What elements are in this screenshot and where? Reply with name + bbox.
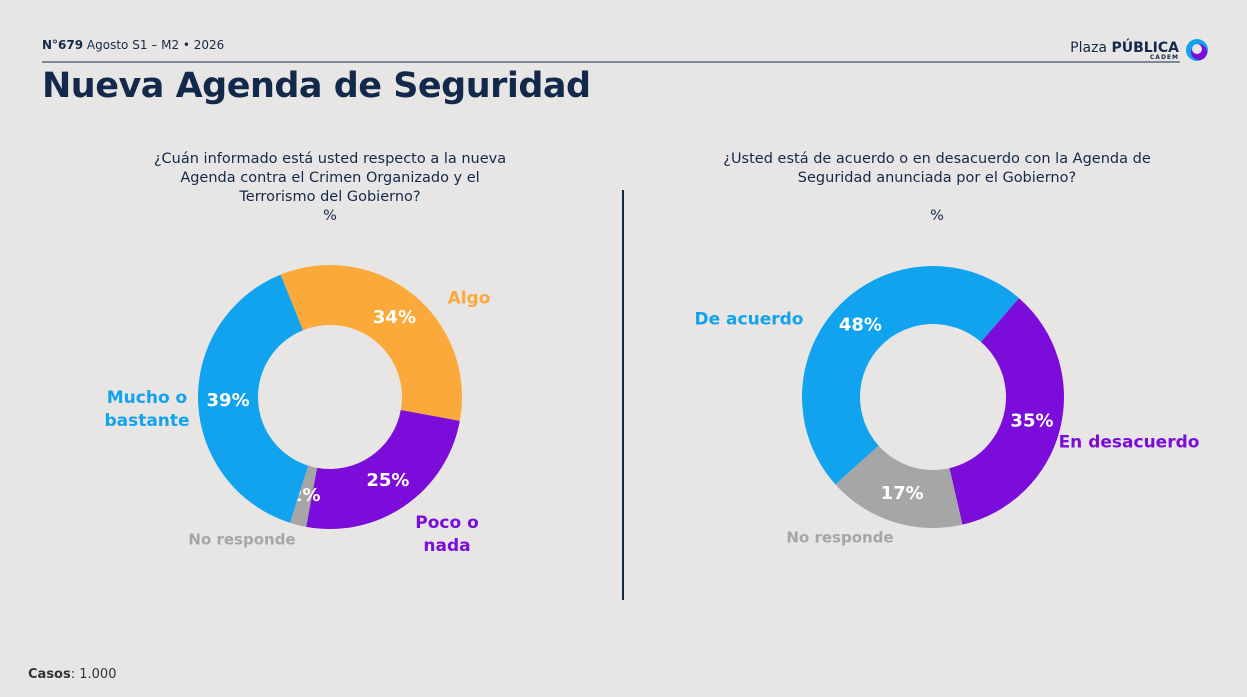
value-label: 48% [839, 314, 882, 335]
donut-slice [801, 265, 1019, 485]
value-label: 17% [881, 483, 924, 504]
donut-slice [280, 265, 462, 421]
value-label: 39% [207, 390, 250, 411]
category-label: Mucho o bastante [104, 388, 190, 431]
donut-slice [306, 409, 460, 529]
brand-publica: PÚBLICA [1111, 40, 1179, 56]
footer-label: Casos [28, 667, 71, 682]
category-label: Poco o nada [415, 513, 479, 556]
edition: Agosto S1 – M2 • 2026 [86, 38, 225, 52]
category-label: No responde [188, 530, 296, 549]
brand-plaza: Plaza [1070, 40, 1107, 56]
footer: Casos: 1.000 [28, 667, 116, 682]
logo [1186, 39, 1208, 61]
chart-subtitle: % [930, 208, 944, 224]
donut-slice [290, 465, 318, 527]
brand: Plaza PÚBLICA CADEM [1070, 40, 1179, 61]
chart-title: ¿Usted está de acuerdo o en desacuerdo c… [723, 151, 1151, 186]
donut-slice [835, 445, 963, 528]
footer-text: : 1.000 [70, 667, 117, 682]
donut-slice [198, 274, 309, 523]
slide-title: Nueva Agenda de Seguridad [42, 66, 591, 106]
category-label: No responde [786, 528, 894, 547]
header-meta: N°679 Agosto S1 – M2 • 2026 [42, 38, 224, 52]
category-label: En desacuerdo [1058, 432, 1200, 453]
chart-title: ¿Cuán informado está usted respecto a la… [153, 151, 507, 205]
value-label: 35% [1010, 411, 1053, 432]
category-label: De acuerdo [694, 309, 804, 330]
value-label: 25% [366, 470, 409, 491]
value-label: 34% [373, 307, 416, 328]
donut-slice [949, 298, 1064, 525]
issue: N°679 [42, 38, 84, 52]
brand-cadem: CADEM [1149, 54, 1179, 61]
category-label: Algo [447, 288, 491, 309]
chart-subtitle: % [323, 208, 337, 224]
